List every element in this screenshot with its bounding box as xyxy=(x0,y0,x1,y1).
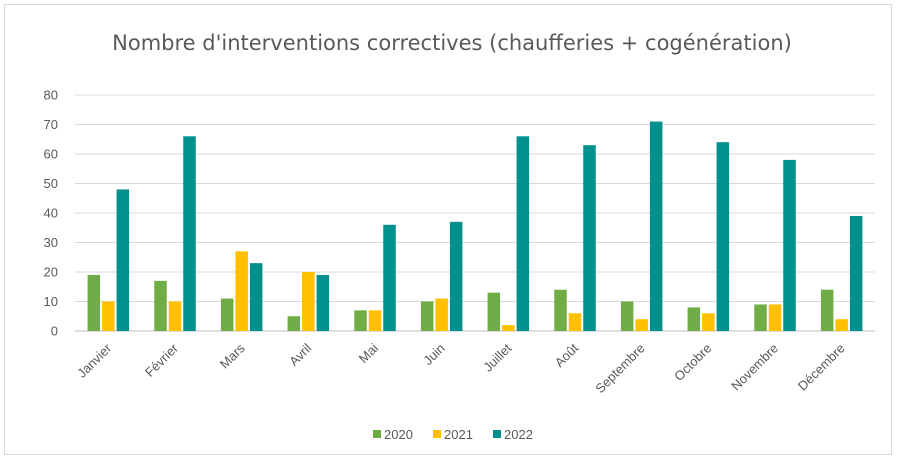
y-tick-label: 50 xyxy=(44,176,58,191)
legend-label-2021: 2021 xyxy=(444,427,473,442)
y-tick-label: 70 xyxy=(44,117,58,132)
legend-label-2020: 2020 xyxy=(384,427,413,442)
bar-2020-décembre xyxy=(820,289,834,331)
bar-2020-octobre xyxy=(687,307,701,331)
bar-chart: Nombre d'interventions correctives (chau… xyxy=(44,31,875,442)
bar-2020-juillet xyxy=(487,292,501,331)
bar-2021-juin xyxy=(435,298,448,331)
x-tick-label: Novembre xyxy=(728,341,781,394)
legend-swatch-2022 xyxy=(493,430,501,438)
bar-2022-novembre xyxy=(783,159,796,331)
bar-2020-août xyxy=(554,289,567,331)
x-tick-label: Août xyxy=(552,340,582,370)
bar-2021-novembre xyxy=(768,304,782,331)
y-tick-label: 10 xyxy=(44,294,58,309)
bar-2022-mars xyxy=(249,263,263,331)
y-tick-label: 20 xyxy=(44,265,58,280)
x-tick-label: Février xyxy=(142,340,182,380)
bar-2021-août xyxy=(568,313,582,331)
bar-2020-janvier xyxy=(87,274,101,331)
bar-2021-janvier xyxy=(102,301,115,331)
chart-title: Nombre d'interventions correctives (chau… xyxy=(112,31,792,55)
x-tick-label: Juillet xyxy=(480,340,514,374)
x-axis-ticks: Janvier Février Mars Avril Mai Juin Juillet Aoû… xyxy=(74,340,848,396)
legend-swatch-2021 xyxy=(433,430,441,438)
y-tick-label: 0 xyxy=(51,324,58,339)
y-tick-label: 40 xyxy=(44,206,58,221)
bar-2022-juin xyxy=(449,221,463,331)
bar-2021-septembre xyxy=(635,319,648,331)
bar-2020-novembre xyxy=(754,304,767,331)
legend: 2020 2021 2022 xyxy=(373,427,533,442)
x-tick-label: Avril xyxy=(286,340,314,368)
x-tick-label: Mai xyxy=(356,340,381,365)
x-tick-label: Septembre xyxy=(592,341,648,397)
bar-2020-mars xyxy=(220,298,234,331)
bar-2021-février xyxy=(168,301,182,331)
gridlines xyxy=(75,94,875,332)
legend-swatch-2020 xyxy=(373,430,381,438)
bar-2022-septembre xyxy=(649,121,663,331)
x-tick-label: Décembre xyxy=(795,341,848,394)
bar-2021-mars xyxy=(235,251,248,331)
chart-container: Nombre d'interventions correctives (chau… xyxy=(4,4,892,455)
y-tick-label: 30 xyxy=(44,235,58,250)
y-tick-label: 80 xyxy=(44,88,58,103)
bar-2022-décembre xyxy=(849,215,863,331)
bar-2020-septembre xyxy=(620,301,634,331)
bar-2021-mai xyxy=(368,310,382,331)
x-tick-label: Janvier xyxy=(74,340,115,381)
y-tick-label: 60 xyxy=(44,147,58,162)
bar-2022-avril xyxy=(316,274,330,331)
bar-2021-octobre xyxy=(702,313,715,331)
bar-2020-avril xyxy=(287,316,301,331)
bar-2022-janvier xyxy=(116,189,130,331)
bar-2020-juin xyxy=(420,301,434,331)
legend-label-2022: 2022 xyxy=(504,427,533,442)
x-tick-label: Mars xyxy=(217,340,248,371)
bar-2022-octobre xyxy=(716,142,730,331)
bar-2021-juillet xyxy=(502,325,515,331)
bar-2022-février xyxy=(183,136,196,331)
y-axis-ticks: 0 10 20 30 40 50 60 70 80 xyxy=(44,88,58,339)
bar-2022-août xyxy=(583,145,596,331)
bar-2022-mai xyxy=(383,224,396,331)
x-tick-label: Octobre xyxy=(671,341,714,384)
bar-2021-avril xyxy=(302,272,315,331)
bars xyxy=(87,121,863,331)
bar-2022-juillet xyxy=(516,136,530,331)
bar-2020-février xyxy=(154,280,167,331)
x-tick-label: Juin xyxy=(420,341,447,368)
bar-2020-mai xyxy=(354,310,367,331)
bar-2021-décembre xyxy=(835,319,848,331)
